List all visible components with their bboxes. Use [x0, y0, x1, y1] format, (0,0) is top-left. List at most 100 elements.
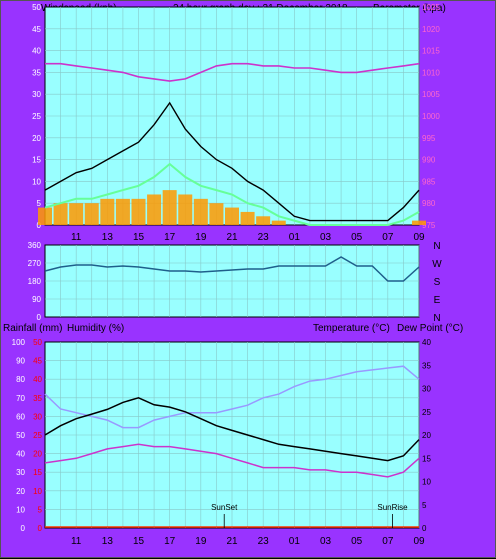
humidity-y-tick-label: 50 — [16, 431, 25, 440]
direction-compass-label: N — [433, 313, 440, 324]
direction-compass-label: S — [434, 277, 441, 288]
x-tick-label: 17 — [164, 232, 176, 243]
rainfall-y-tick-label: 45 — [33, 357, 42, 366]
rainfall-y-tick-label: 30 — [33, 412, 42, 421]
x-tick-label: 13 — [102, 232, 114, 243]
rainfall-y-tick-label: 15 — [33, 468, 42, 477]
humidity-y-tick-label: 100 — [12, 338, 26, 347]
x-tick-label: 09 — [413, 232, 425, 243]
humidity-y-tick-label: 20 — [16, 487, 25, 496]
wind-y-tick-label: 25 — [32, 112, 41, 121]
rainfall-y-tick-label: 20 — [33, 450, 42, 459]
humidity-line — [44, 365, 420, 429]
temperature-axis-label: Temperature (°C) — [313, 323, 390, 334]
x-tick-label: 07 — [382, 232, 394, 243]
wind-y-tick-label: 5 — [37, 199, 42, 208]
sun-event-label: SunSet — [211, 503, 238, 512]
x-tick-label: 03 — [320, 536, 332, 547]
barometer-y-tick-label: 985 — [422, 177, 436, 186]
x-tick-label: 13 — [102, 536, 114, 547]
gust-bar — [225, 207, 239, 225]
wind-y-tick-label: 45 — [32, 25, 41, 34]
gust-bar — [209, 203, 224, 225]
barometer-y-tick-label: 1000 — [422, 112, 440, 121]
gust-bar — [178, 194, 193, 225]
barometer-y-tick-label: 975 — [422, 221, 436, 230]
wind-y-tick-label: 20 — [32, 134, 41, 143]
humidity-y-tick-label: 10 — [16, 505, 25, 514]
barometer-y-tick-label: 1015 — [422, 47, 440, 56]
humidity-axis-label: Humidity (%) — [67, 323, 124, 334]
temperature-y-tick-label: 35 — [422, 361, 431, 370]
direction-compass-label: N — [433, 241, 440, 252]
x-tick-label: 01 — [289, 232, 301, 243]
gust-bar — [84, 203, 99, 225]
x-tick-label: 21 — [226, 232, 238, 243]
direction-y-tick-label: 180 — [28, 277, 42, 286]
humidity-y-tick-label: 0 — [21, 524, 26, 533]
x-tick-label: 17 — [164, 536, 176, 547]
barometer-y-tick-label: 1005 — [422, 90, 440, 99]
dewpoint-axis-label: Dew Point (°C) — [397, 323, 463, 334]
gust-bar — [240, 211, 255, 225]
rainfall-y-tick-label: 25 — [33, 431, 42, 440]
direction-y-tick-label: 360 — [28, 241, 42, 250]
x-tick-label: 03 — [320, 232, 332, 243]
gust-bar — [100, 198, 115, 225]
gust-bar — [115, 198, 130, 225]
barometer-y-tick-label: 1025 — [422, 3, 440, 12]
wind-y-tick-label: 50 — [32, 3, 41, 12]
rainfall-y-tick-label: 50 — [33, 338, 42, 347]
x-tick-label: 19 — [195, 536, 207, 547]
humidity-y-tick-label: 30 — [16, 468, 25, 477]
direction-compass-label: E — [434, 295, 441, 306]
wind-y-tick-label: 30 — [32, 90, 41, 99]
rainfall-y-tick-label: 10 — [33, 487, 42, 496]
x-tick-label: 11 — [71, 536, 82, 547]
humidity-y-tick-label: 60 — [16, 412, 25, 421]
humidity-y-tick-label: 70 — [16, 394, 25, 403]
x-tick-label: 05 — [351, 536, 363, 547]
gust-bar — [256, 216, 271, 225]
gust-bar — [271, 220, 286, 225]
gust-bar — [69, 203, 84, 225]
direction-compass-label: W — [432, 259, 442, 270]
wind-y-tick-label: 40 — [32, 47, 41, 56]
gust-bar — [147, 194, 162, 225]
x-tick-label: 11 — [71, 232, 82, 243]
x-tick-label: 09 — [413, 536, 425, 547]
rainfall-y-tick-label: 40 — [33, 375, 42, 384]
wind-y-tick-label: 15 — [32, 156, 41, 165]
rainfall-y-tick-label: 35 — [33, 394, 42, 403]
barometer-y-tick-label: 990 — [422, 156, 436, 165]
x-tick-label: 19 — [195, 232, 207, 243]
wind-y-tick-label: 35 — [32, 68, 41, 77]
temperature-y-tick-label: 5 — [422, 501, 427, 510]
x-tick-label: 15 — [133, 536, 145, 547]
gust-bar — [131, 198, 146, 225]
x-tick-label: 15 — [133, 232, 145, 243]
gust-bar — [53, 203, 68, 225]
x-tick-label: 21 — [226, 536, 238, 547]
rainfall-y-tick-label: 0 — [38, 524, 43, 533]
barometer-line — [45, 62, 420, 82]
temperature-y-tick-label: 20 — [422, 431, 431, 440]
gust-bar — [193, 198, 208, 225]
x-tick-label: 07 — [382, 536, 394, 547]
wind-direction-line — [44, 256, 420, 282]
gust-bar — [38, 207, 52, 225]
x-tick-label: 01 — [289, 536, 301, 547]
dewpoint-line — [44, 443, 420, 478]
wind-y-tick-label: 10 — [32, 177, 41, 186]
barometer-y-tick-label: 1020 — [422, 25, 440, 34]
temperature-y-tick-label: 10 — [422, 478, 431, 487]
barometer-y-tick-label: 980 — [422, 199, 436, 208]
rainfall-axis-label: Rainfall (mm) — [3, 323, 62, 334]
temperature-y-tick-label: 25 — [422, 408, 431, 417]
direction-y-tick-label: 90 — [32, 295, 41, 304]
barometer-y-tick-label: 995 — [422, 134, 436, 143]
temperature-y-tick-label: 30 — [422, 385, 431, 394]
temperature-y-tick-label: 0 — [422, 524, 427, 533]
